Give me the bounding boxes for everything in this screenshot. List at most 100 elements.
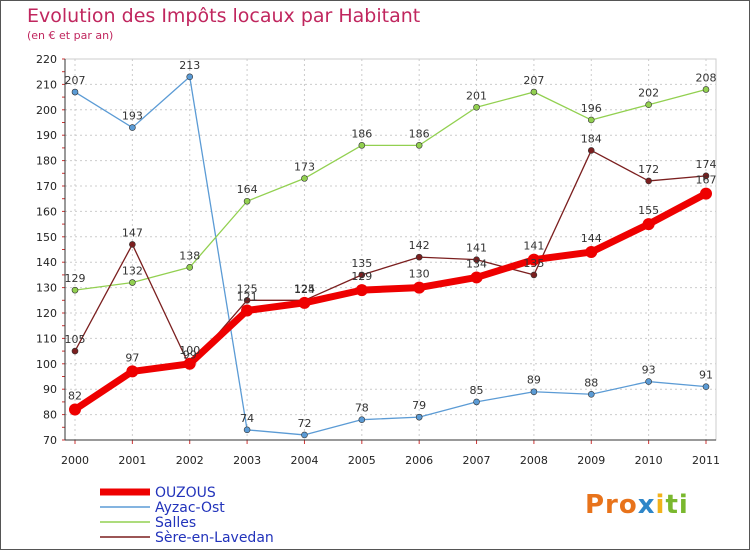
- point-ayzac-ost: [129, 124, 136, 131]
- y-tick-label: 190: [36, 129, 57, 142]
- data-label-s-re-en-lavedan: 172: [638, 163, 659, 176]
- point-ayzac-ost: [186, 73, 194, 81]
- chart-subtitle: (en € et par an): [27, 29, 114, 42]
- data-label-salles: 207: [523, 74, 544, 87]
- x-tick-label: 2005: [348, 454, 376, 467]
- series-line-s-re-en-lavedan: [74, 149, 707, 367]
- legend-label-s-re-en-lavedan: Sère-en-Lavedan: [155, 530, 274, 546]
- point-ayzac-ost: [473, 398, 480, 406]
- data-label-ouzous: 82: [68, 390, 82, 403]
- data-label-ouzous: 141: [523, 240, 544, 253]
- data-label-ouzous: 167: [696, 174, 717, 187]
- data-label-ayzac-ost: 72: [297, 417, 311, 430]
- data-label-s-re-en-lavedan: 125: [294, 282, 315, 295]
- data-label-ayzac-ost: 207: [65, 74, 86, 87]
- point-ouzous: [413, 281, 426, 294]
- y-tick-label: 140: [36, 256, 57, 269]
- point-ouzous: [69, 403, 81, 416]
- data-label-salles: 138: [179, 249, 200, 262]
- x-tick-label: 2010: [635, 454, 663, 467]
- data-label-ayzac-ost: 85: [470, 384, 484, 397]
- x-tick-label: 2002: [176, 454, 204, 467]
- point-ayzac-ost: [587, 390, 595, 398]
- y-tick-label: 100: [36, 358, 57, 371]
- logo-part-4: ti: [665, 490, 689, 520]
- point-ouzous: [700, 187, 712, 200]
- data-label-salles: 208: [696, 71, 717, 84]
- data-label-salles: 186: [351, 127, 372, 140]
- data-label-ouzous: 124: [294, 283, 315, 296]
- series-line-ayzac-ost: [74, 76, 707, 436]
- point-salles: [645, 101, 652, 109]
- data-label-ayzac-ost: 213: [179, 59, 200, 72]
- data-label-s-re-en-lavedan: 174: [696, 158, 717, 171]
- point-s-re-en-lavedan: [530, 271, 538, 279]
- series-lines: [69, 73, 712, 439]
- plot-area: [64, 58, 717, 441]
- point-salles: [301, 175, 308, 182]
- point-ayzac-ost: [358, 416, 366, 423]
- point-salles: [71, 286, 79, 294]
- point-ayzac-ost: [645, 378, 652, 385]
- data-label-ayzac-ost: 74: [240, 412, 254, 425]
- point-ouzous: [585, 246, 598, 259]
- y-tick-label: 130: [36, 282, 57, 295]
- point-ayzac-ost: [301, 431, 308, 439]
- series-line-salles: [74, 88, 707, 291]
- data-label-ouzous: 130: [409, 268, 430, 281]
- chart-title: Evolution des Impôts locaux par Habitant: [27, 5, 421, 27]
- point-ayzac-ost: [243, 426, 251, 434]
- data-label-salles: 129: [65, 272, 86, 285]
- point-ouzous: [241, 304, 254, 317]
- point-s-re-en-lavedan: [473, 256, 480, 263]
- point-salles: [129, 279, 136, 286]
- x-tick-label: 2004: [290, 454, 318, 467]
- point-ouzous: [470, 271, 483, 284]
- point-salles: [587, 116, 595, 124]
- point-s-re-en-lavedan: [415, 253, 423, 261]
- point-ouzous: [527, 253, 540, 266]
- data-label-s-re-en-lavedan: 105: [65, 333, 86, 346]
- point-s-re-en-lavedan: [702, 172, 710, 180]
- x-tick-label: 2006: [405, 454, 433, 467]
- proxiti-logo: Proxiti: [585, 490, 689, 520]
- data-labels: 207 193 213 74 72 78 79 85 89 88 93 91 129 132 138 164 1…: [65, 59, 717, 430]
- data-label-s-re-en-lavedan: 99: [183, 348, 197, 361]
- point-salles: [530, 88, 538, 96]
- point-s-re-en-lavedan: [129, 241, 136, 248]
- data-label-salles: 132: [122, 265, 143, 278]
- data-label-ouzous: 144: [581, 232, 602, 245]
- point-salles: [415, 142, 423, 149]
- data-label-s-re-en-lavedan: 135: [523, 257, 544, 270]
- data-label-s-re-en-lavedan: 142: [409, 239, 430, 252]
- x-tick-label: 2009: [577, 454, 605, 467]
- y-tick-label: 200: [36, 104, 57, 117]
- x-tick-label: 2007: [463, 454, 491, 467]
- y-tick-label: 90: [43, 383, 57, 396]
- data-label-salles: 164: [237, 183, 258, 196]
- x-tick-label: 2000: [61, 454, 89, 467]
- data-label-s-re-en-lavedan: 141: [466, 242, 487, 255]
- y-tick-label: 160: [36, 205, 57, 218]
- data-label-ouzous: 155: [638, 204, 659, 217]
- x-tick-label: 2011: [692, 454, 720, 467]
- data-label-ayzac-ost: 78: [355, 402, 369, 415]
- point-ouzous: [298, 296, 311, 309]
- data-label-ouzous: 134: [466, 257, 487, 270]
- data-label-ayzac-ost: 88: [584, 376, 598, 389]
- y-tick-label: 120: [36, 307, 57, 320]
- point-ouzous: [183, 357, 196, 370]
- point-salles: [186, 263, 194, 271]
- y-tick-label: 220: [36, 53, 57, 66]
- legend-label-ayzac-ost: Ayzac-Ost: [155, 500, 225, 516]
- point-salles: [702, 86, 710, 93]
- point-ayzac-ost: [702, 383, 710, 390]
- data-label-s-re-en-lavedan: 184: [581, 132, 602, 145]
- data-label-salles: 202: [638, 87, 659, 100]
- point-salles: [473, 103, 480, 111]
- point-ayzac-ost: [415, 413, 423, 421]
- logo-part-3: i: [655, 490, 666, 520]
- point-ayzac-ost: [530, 388, 538, 396]
